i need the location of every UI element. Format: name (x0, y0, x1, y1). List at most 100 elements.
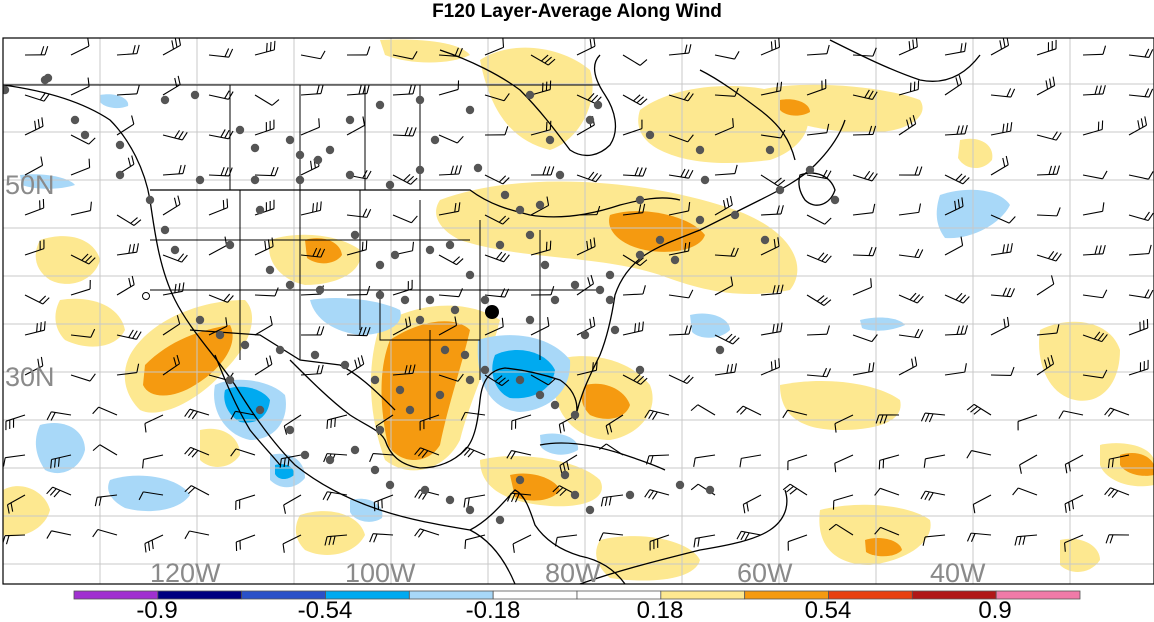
station-dot (605, 295, 615, 305)
positive-strong-region (581, 383, 630, 419)
wind-barb (1036, 76, 1056, 96)
wind-barb (438, 254, 464, 266)
station-dot (70, 115, 80, 125)
wind-barb (460, 446, 486, 458)
wind-barb (92, 406, 118, 416)
station-dot (400, 295, 410, 305)
positive-strong-contours (143, 99, 1154, 557)
open-station-marker (142, 292, 150, 300)
wind-barb (1036, 275, 1055, 296)
wind-barb (162, 195, 181, 216)
station-dot (170, 245, 180, 255)
wind-barb (1036, 207, 1061, 217)
wind-barb (852, 278, 872, 296)
wind-barb (644, 489, 670, 500)
wind-barb (714, 118, 734, 136)
lat-label-50n: 50N (5, 170, 55, 200)
station-dot (540, 260, 550, 270)
wind-barb (300, 247, 326, 258)
wind-barb (254, 355, 273, 376)
wind-barb (1082, 244, 1106, 256)
station-dot (80, 130, 90, 140)
wind-barb (392, 51, 418, 60)
wind-barb (622, 167, 647, 177)
wind-barb (438, 134, 464, 144)
wind-barb (1082, 45, 1107, 56)
wind-barb (230, 448, 256, 457)
wind-barb (530, 286, 555, 296)
negative-region (35, 422, 85, 474)
wind-barb (414, 447, 440, 458)
wind-barb (1082, 120, 1104, 136)
wind-barb (1128, 318, 1149, 336)
wind-barb (530, 120, 552, 136)
negative-region (100, 94, 129, 109)
wind-barb (254, 94, 280, 106)
station-dot (480, 295, 490, 305)
station-dot (525, 90, 535, 100)
wind-barb (254, 40, 276, 56)
wind-barb (1082, 170, 1108, 180)
wind-barb (806, 325, 830, 336)
wind-barb (972, 494, 992, 514)
wind-barb (512, 534, 532, 553)
wind-barb (966, 532, 992, 542)
coastline-newfoundland (798, 172, 836, 206)
station-dot (375, 100, 385, 110)
station-dot (225, 240, 235, 250)
station-dot (250, 175, 260, 185)
positive-region (958, 138, 993, 169)
wind-barb (990, 287, 1015, 298)
station-dot (313, 155, 323, 165)
wind-barb (714, 164, 738, 176)
station-dot (115, 170, 125, 180)
wind-barb (668, 92, 694, 102)
wind-barb (1104, 487, 1130, 498)
positive-strong-region (381, 321, 470, 460)
station-dot (160, 225, 170, 235)
station-dot (535, 200, 545, 210)
station-dot (495, 515, 505, 525)
station-dot (295, 175, 305, 185)
wind-barb (138, 491, 164, 501)
wind-barb (1014, 534, 1038, 546)
wind-barb (598, 443, 624, 456)
positive-strong-region (609, 211, 705, 252)
wind-barb (1107, 454, 1130, 469)
wind-barb (392, 214, 418, 224)
negative-region (310, 298, 401, 335)
coastline-central-america (469, 489, 626, 584)
coastline-south-america (579, 489, 788, 584)
station-dot (500, 190, 510, 200)
wind-barb (46, 411, 72, 421)
wind-barb (70, 280, 91, 296)
wind-barb (484, 214, 510, 225)
station-dot (580, 330, 590, 340)
wind-barb (116, 44, 140, 56)
wind-barb (944, 292, 970, 304)
wind-barb (438, 47, 463, 57)
coastline-cuba (539, 442, 666, 471)
wind-barb (922, 534, 946, 546)
wind-barb (1019, 454, 1038, 474)
wind-barb (1082, 85, 1106, 96)
wind-barb (1064, 454, 1084, 474)
station-dot (585, 115, 595, 125)
wind-barb (70, 38, 90, 56)
positive-region (35, 236, 100, 284)
wind-barb (1082, 331, 1108, 343)
wind-barb (184, 485, 210, 496)
station-dot (610, 325, 620, 335)
wind-barb (828, 523, 854, 536)
wind-barb (944, 363, 967, 376)
positive-region (819, 504, 931, 565)
wind-barb (438, 165, 462, 176)
wind-barb (668, 201, 691, 216)
wind-barb (806, 169, 832, 180)
wind-barb (1128, 171, 1154, 180)
wind-barb (24, 198, 45, 216)
wind-barb (282, 534, 302, 553)
wind-barb (693, 534, 716, 548)
wind-barb (116, 243, 139, 256)
station-dot (345, 115, 355, 125)
